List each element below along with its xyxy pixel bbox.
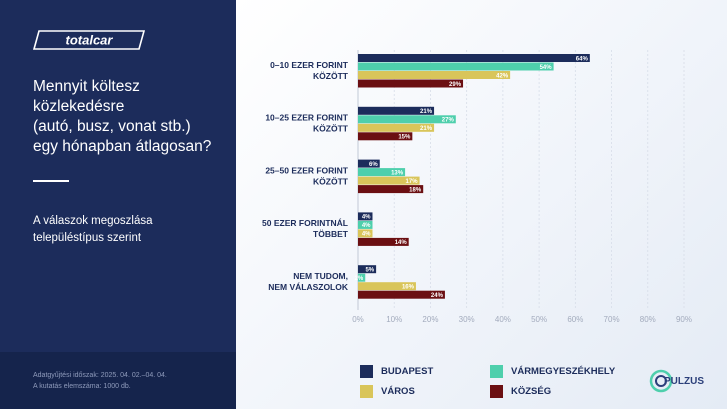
category-label: 0–10 EZER FORINT [270,60,349,70]
totalcar-logo: totalcar [33,30,145,50]
x-tick-label: 60% [567,315,583,324]
bar [358,237,409,246]
bar-value-label: 18% [409,187,422,193]
bar-value-label: 29% [449,82,462,88]
bar-value-label: 2% [355,276,364,282]
legend-swatch-varos [360,384,373,398]
bar-value-label: 16% [402,285,415,291]
divider [33,180,69,182]
bar-value-label: 21% [420,109,433,115]
category-label: KÖZÖTT [313,71,349,81]
bar-value-label: 5% [365,268,374,274]
x-tick-label: 70% [604,315,620,324]
bar-value-label: 4% [362,232,371,238]
left-panel [0,0,236,409]
x-tick-label: 30% [459,315,475,324]
legend-kozseg: KÖZSÉG [490,384,551,398]
bar [358,106,435,115]
x-tick-label: 0% [352,315,364,324]
legend-label-budapest: BUDAPEST [381,365,434,377]
bar [358,290,445,299]
bar-value-label: 6% [369,162,378,168]
category-label: 50 EZER FORINTNÁL [262,218,348,228]
legend-swatch-kozseg [490,384,503,398]
x-tick-label: 80% [640,315,656,324]
bar [358,273,366,282]
category-label: 10–25 EZER FORINT [265,113,348,123]
bar [358,185,424,194]
category-label: NEM TUDOM, [293,271,348,281]
bar-value-label: 4% [362,223,371,229]
survey-meta: Adatgyűjtési időszak: 2025. 04. 02.–04. … [33,370,233,392]
bar [358,115,456,124]
bar-value-label: 42% [496,73,509,79]
subtitle: A válaszok megoszlása településtípus sze… [33,215,153,244]
survey-period: Adatgyűjtési időszak: 2025. 04. 02.–04. … [33,372,167,379]
bar [358,123,435,132]
bar [358,54,590,62]
left-footer [0,352,236,409]
bar [358,212,373,221]
legend-swatch-budapest [360,364,373,378]
bar-value-label: 64% [576,56,589,62]
bar [358,79,464,88]
survey-sample: A kutatás elemszáma: 1000 db. [33,383,131,390]
category-label: TÖBBET [313,229,349,239]
category-label: KÖZÖTT [313,176,349,186]
x-tick-label: 90% [676,315,692,324]
bar-value-label: 17% [406,179,419,185]
x-tick-label: 10% [386,315,402,324]
pulzus-label: PULZUS [664,375,704,387]
legend-label-varmegyeszekhely: VÁRMEGYESZÉKHELY [511,365,616,377]
legend-label-kozseg: KÖZSÉG [511,385,552,397]
pulzus-icon [649,369,673,393]
category-label: 25–50 EZER FORINT [265,165,348,175]
x-tick-label: 20% [422,315,438,324]
pulzus-brand: PULZUS [648,368,720,394]
legend-varmegyeszekhely: VÁRMEGYESZÉKHELY [490,364,615,378]
bar-value-label: 14% [395,240,408,246]
category-label: NEM VÁLASZOLOK [268,282,349,292]
bar [358,229,373,238]
x-tick-label: 50% [531,315,547,324]
bar [358,220,373,229]
bar [358,159,380,168]
bar [358,132,413,141]
bar [358,62,554,71]
bar-value-label: 27% [442,118,455,124]
logo-text: totalcar [66,33,114,48]
bar [358,168,406,177]
bar-value-label: 13% [391,170,404,176]
legend-varos: VÁROS [360,384,415,398]
legend-swatch-varmegyeszekhely [490,364,503,378]
x-tick-label: 40% [495,315,511,324]
category-label: KÖZÖTT [313,124,349,134]
bar-value-label: 4% [362,215,371,221]
bar [358,282,416,291]
question-title: Mennyit költesz közlekedésre (autó, busz… [33,78,212,155]
bar [358,265,377,274]
bar [358,176,420,185]
legend-label-varos: VÁROS [381,385,415,397]
bar [358,71,511,79]
bar-value-label: 21% [420,126,433,132]
bar-chart: 0% 10% 20% 30% 40% 50% 60% 70% 80% 90% 0–10 EZER F… [262,50,692,324]
bar-value-label: 24% [431,293,444,299]
legend-budapest: BUDAPEST [360,364,433,378]
bar-value-label: 54% [540,65,553,71]
bar-value-label: 15% [398,135,411,141]
